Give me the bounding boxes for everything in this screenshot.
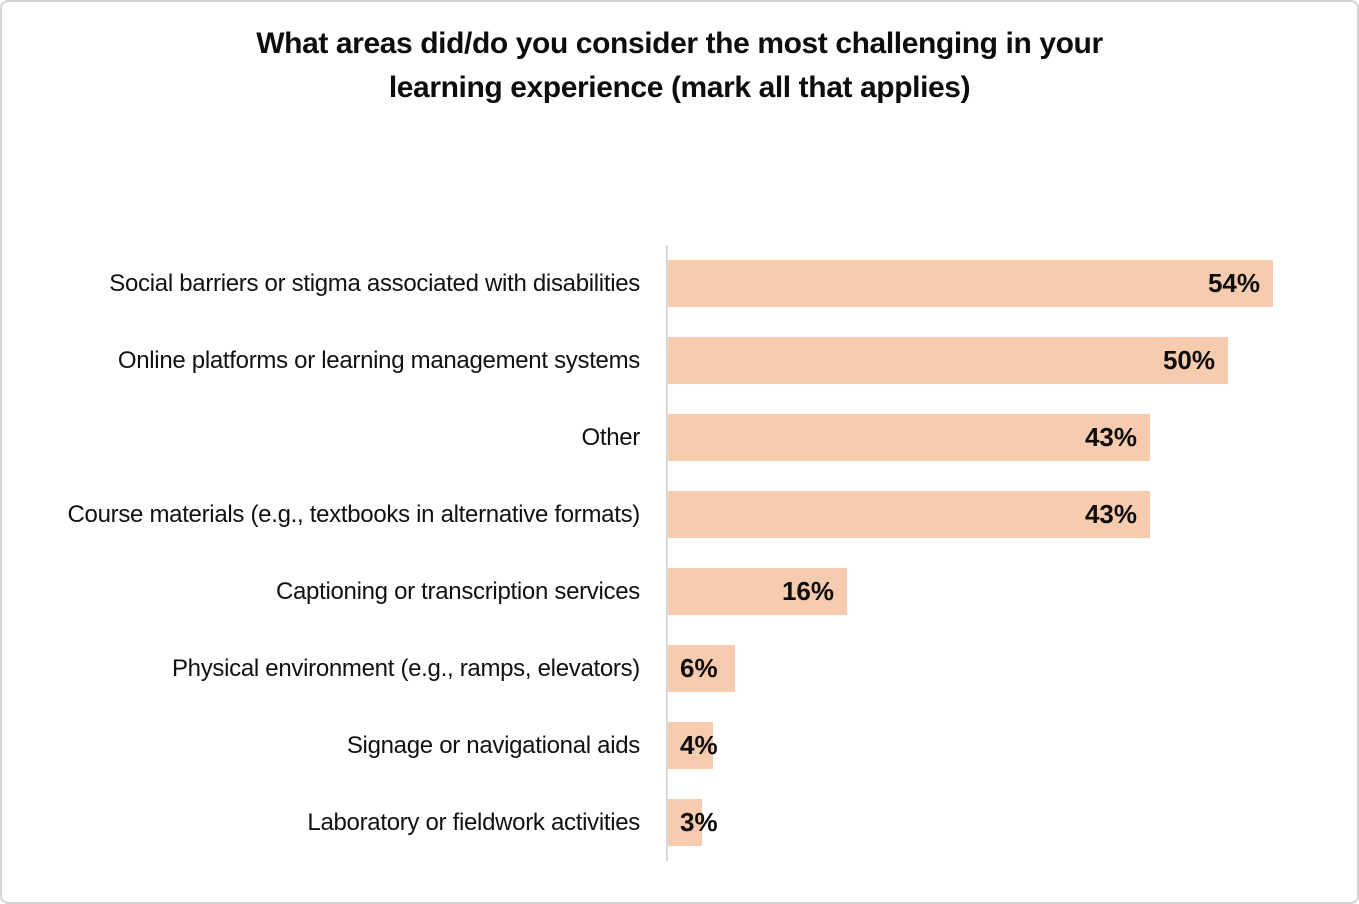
value-label: 4% [680, 730, 718, 760]
plot-area: 4% [666, 707, 1315, 784]
category-label: Online platforms or learning management … [117, 346, 640, 374]
category-label: Other [581, 423, 640, 451]
bar-row: Physical environment (e.g., ramps, eleva… [2, 630, 1315, 707]
plot-area: 6% [666, 630, 1315, 707]
bar-row: Course materials (e.g., textbooks in alt… [2, 476, 1315, 553]
value-label: 50% [1162, 345, 1215, 375]
value-label: 16% [781, 576, 834, 606]
bar [668, 491, 1150, 538]
bar-row: Other 43% [2, 399, 1315, 476]
chart-title: What areas did/do you consider the most … [2, 22, 1357, 110]
value-label: 43% [1084, 422, 1137, 452]
category-label: Captioning or transcription services [275, 577, 640, 605]
plot-area: 54% [666, 245, 1315, 322]
plot-area: 50% [666, 322, 1315, 399]
bar [668, 799, 702, 846]
value-label: 6% [680, 653, 718, 683]
bar [668, 645, 735, 692]
plot-area: 43% [666, 476, 1315, 553]
chart-title-line-2: learning experience (mark all that appli… [388, 71, 971, 104]
category-label: Laboratory or fieldwork activities [307, 808, 640, 836]
plot-area: 3% [666, 784, 1315, 861]
bar-chart: Social barriers or stigma associated wit… [2, 245, 1315, 861]
bar-row: Laboratory or fieldwork activities 3% [2, 784, 1315, 861]
category-label: Signage or navigational aids [346, 731, 640, 759]
category-label: Physical environment (e.g., ramps, eleva… [171, 654, 640, 682]
bar [668, 337, 1228, 384]
bar-row: Social barriers or stigma associated wit… [2, 245, 1315, 322]
bar-row: Signage or navigational aids 4% [2, 707, 1315, 784]
plot-area: 43% [666, 399, 1315, 476]
category-label: Course materials (e.g., textbooks in alt… [67, 500, 641, 528]
bar [668, 568, 847, 615]
chart-title-line-1: What areas did/do you consider the most … [256, 27, 1103, 60]
plot-area: 16% [666, 553, 1315, 630]
bar [668, 260, 1273, 307]
category-label: Social barriers or stigma associated wit… [109, 269, 640, 297]
bar [668, 722, 713, 769]
value-label: 3% [680, 807, 718, 837]
value-label: 54% [1207, 268, 1260, 298]
chart-rows: Social barriers or stigma associated wit… [2, 245, 1315, 861]
value-label: 43% [1084, 499, 1137, 529]
bar-row: Online platforms or learning management … [2, 322, 1315, 399]
bar [668, 414, 1150, 461]
bar-row: Captioning or transcription services 16% [2, 553, 1315, 630]
